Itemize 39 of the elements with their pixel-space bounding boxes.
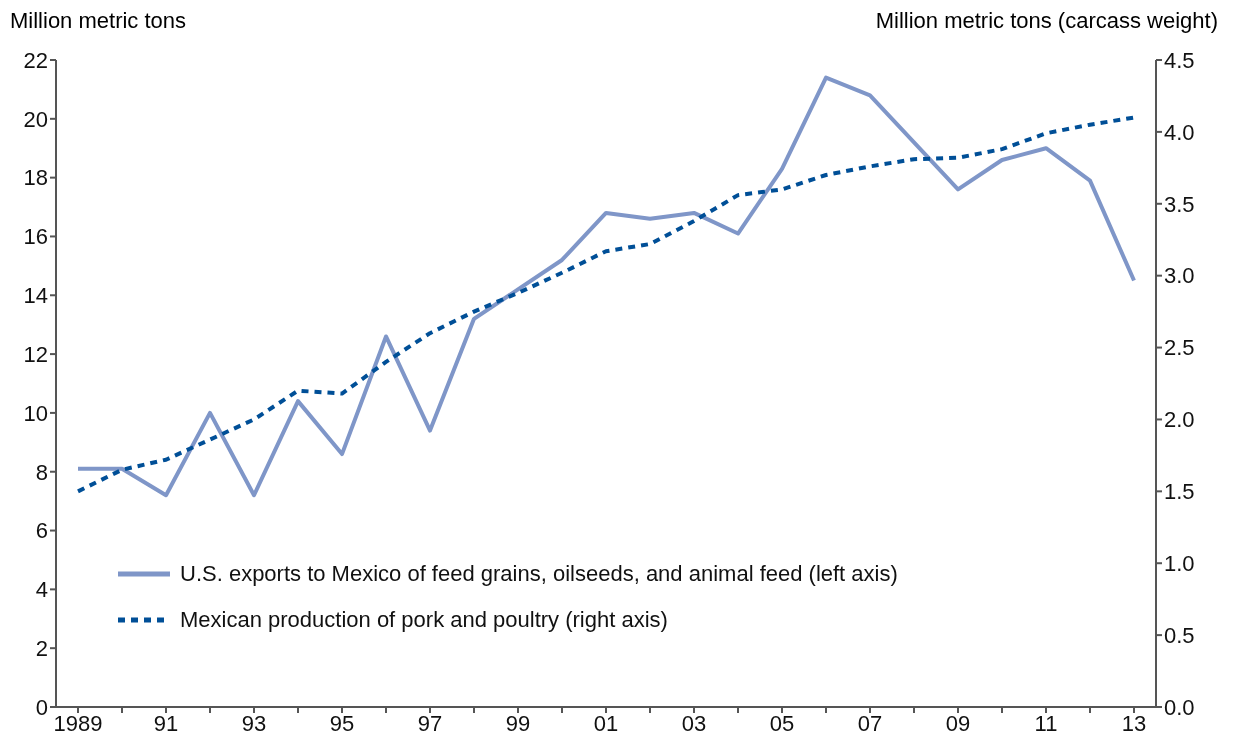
- x-tick-label: 09: [945, 710, 971, 736]
- y2-tick-label: 1.5: [1164, 479, 1195, 505]
- y-tick-label: 2: [35, 635, 48, 661]
- y2-tick-label: 3.0: [1164, 263, 1195, 289]
- x-tick-label: 07: [857, 710, 883, 736]
- y-tick-label: 18: [23, 165, 48, 191]
- x-tick-label: 05: [769, 710, 795, 736]
- y2-tick-label: 0.5: [1164, 622, 1195, 648]
- y2-tick-label: 1.0: [1164, 551, 1195, 577]
- x-tick-label: 1989: [53, 710, 103, 736]
- y2-axis-title: Million metric tons (carcass weight): [875, 8, 1218, 34]
- y2-tick-label: 2.0: [1164, 407, 1195, 433]
- y2-tick-label: 0.0: [1164, 694, 1195, 720]
- y-tick-label: 20: [23, 106, 48, 132]
- y-tick-label: 6: [35, 518, 48, 544]
- x-tick-label: 03: [681, 710, 707, 736]
- y-tick-label: 8: [35, 459, 48, 485]
- x-tick-label: 11: [1034, 710, 1058, 736]
- x-tick-label: 01: [593, 710, 619, 736]
- x-tick-label: 97: [417, 710, 443, 736]
- y-tick-label: 0: [35, 694, 48, 720]
- x-tick-label: 13: [1121, 710, 1147, 736]
- y2-tick-label: 2.5: [1164, 335, 1195, 361]
- x-tick-label: 95: [329, 710, 355, 736]
- y-tick-label: 4: [35, 577, 48, 603]
- y2-tick-label: 4.5: [1164, 47, 1195, 73]
- y-tick-label: 22: [23, 47, 48, 73]
- legend-label: U.S. exports to Mexico of feed grains, oilseeds, and animal feed (left axis): [180, 561, 898, 587]
- y-tick-label: 12: [23, 341, 48, 367]
- x-tick-label: 93: [241, 710, 267, 736]
- y-tick-label: 10: [23, 400, 48, 426]
- legend-label: Mexican production of pork and poultry (right axis): [180, 607, 668, 633]
- y-tick-label: 14: [23, 283, 48, 309]
- y2-tick-label: 4.0: [1164, 119, 1195, 145]
- x-tick-label: 99: [505, 710, 531, 736]
- y-axis-title: Million metric tons: [10, 8, 187, 34]
- x-tick-label: 91: [153, 710, 179, 736]
- y-tick-label: 16: [23, 224, 48, 250]
- y2-tick-label: 3.5: [1164, 191, 1195, 217]
